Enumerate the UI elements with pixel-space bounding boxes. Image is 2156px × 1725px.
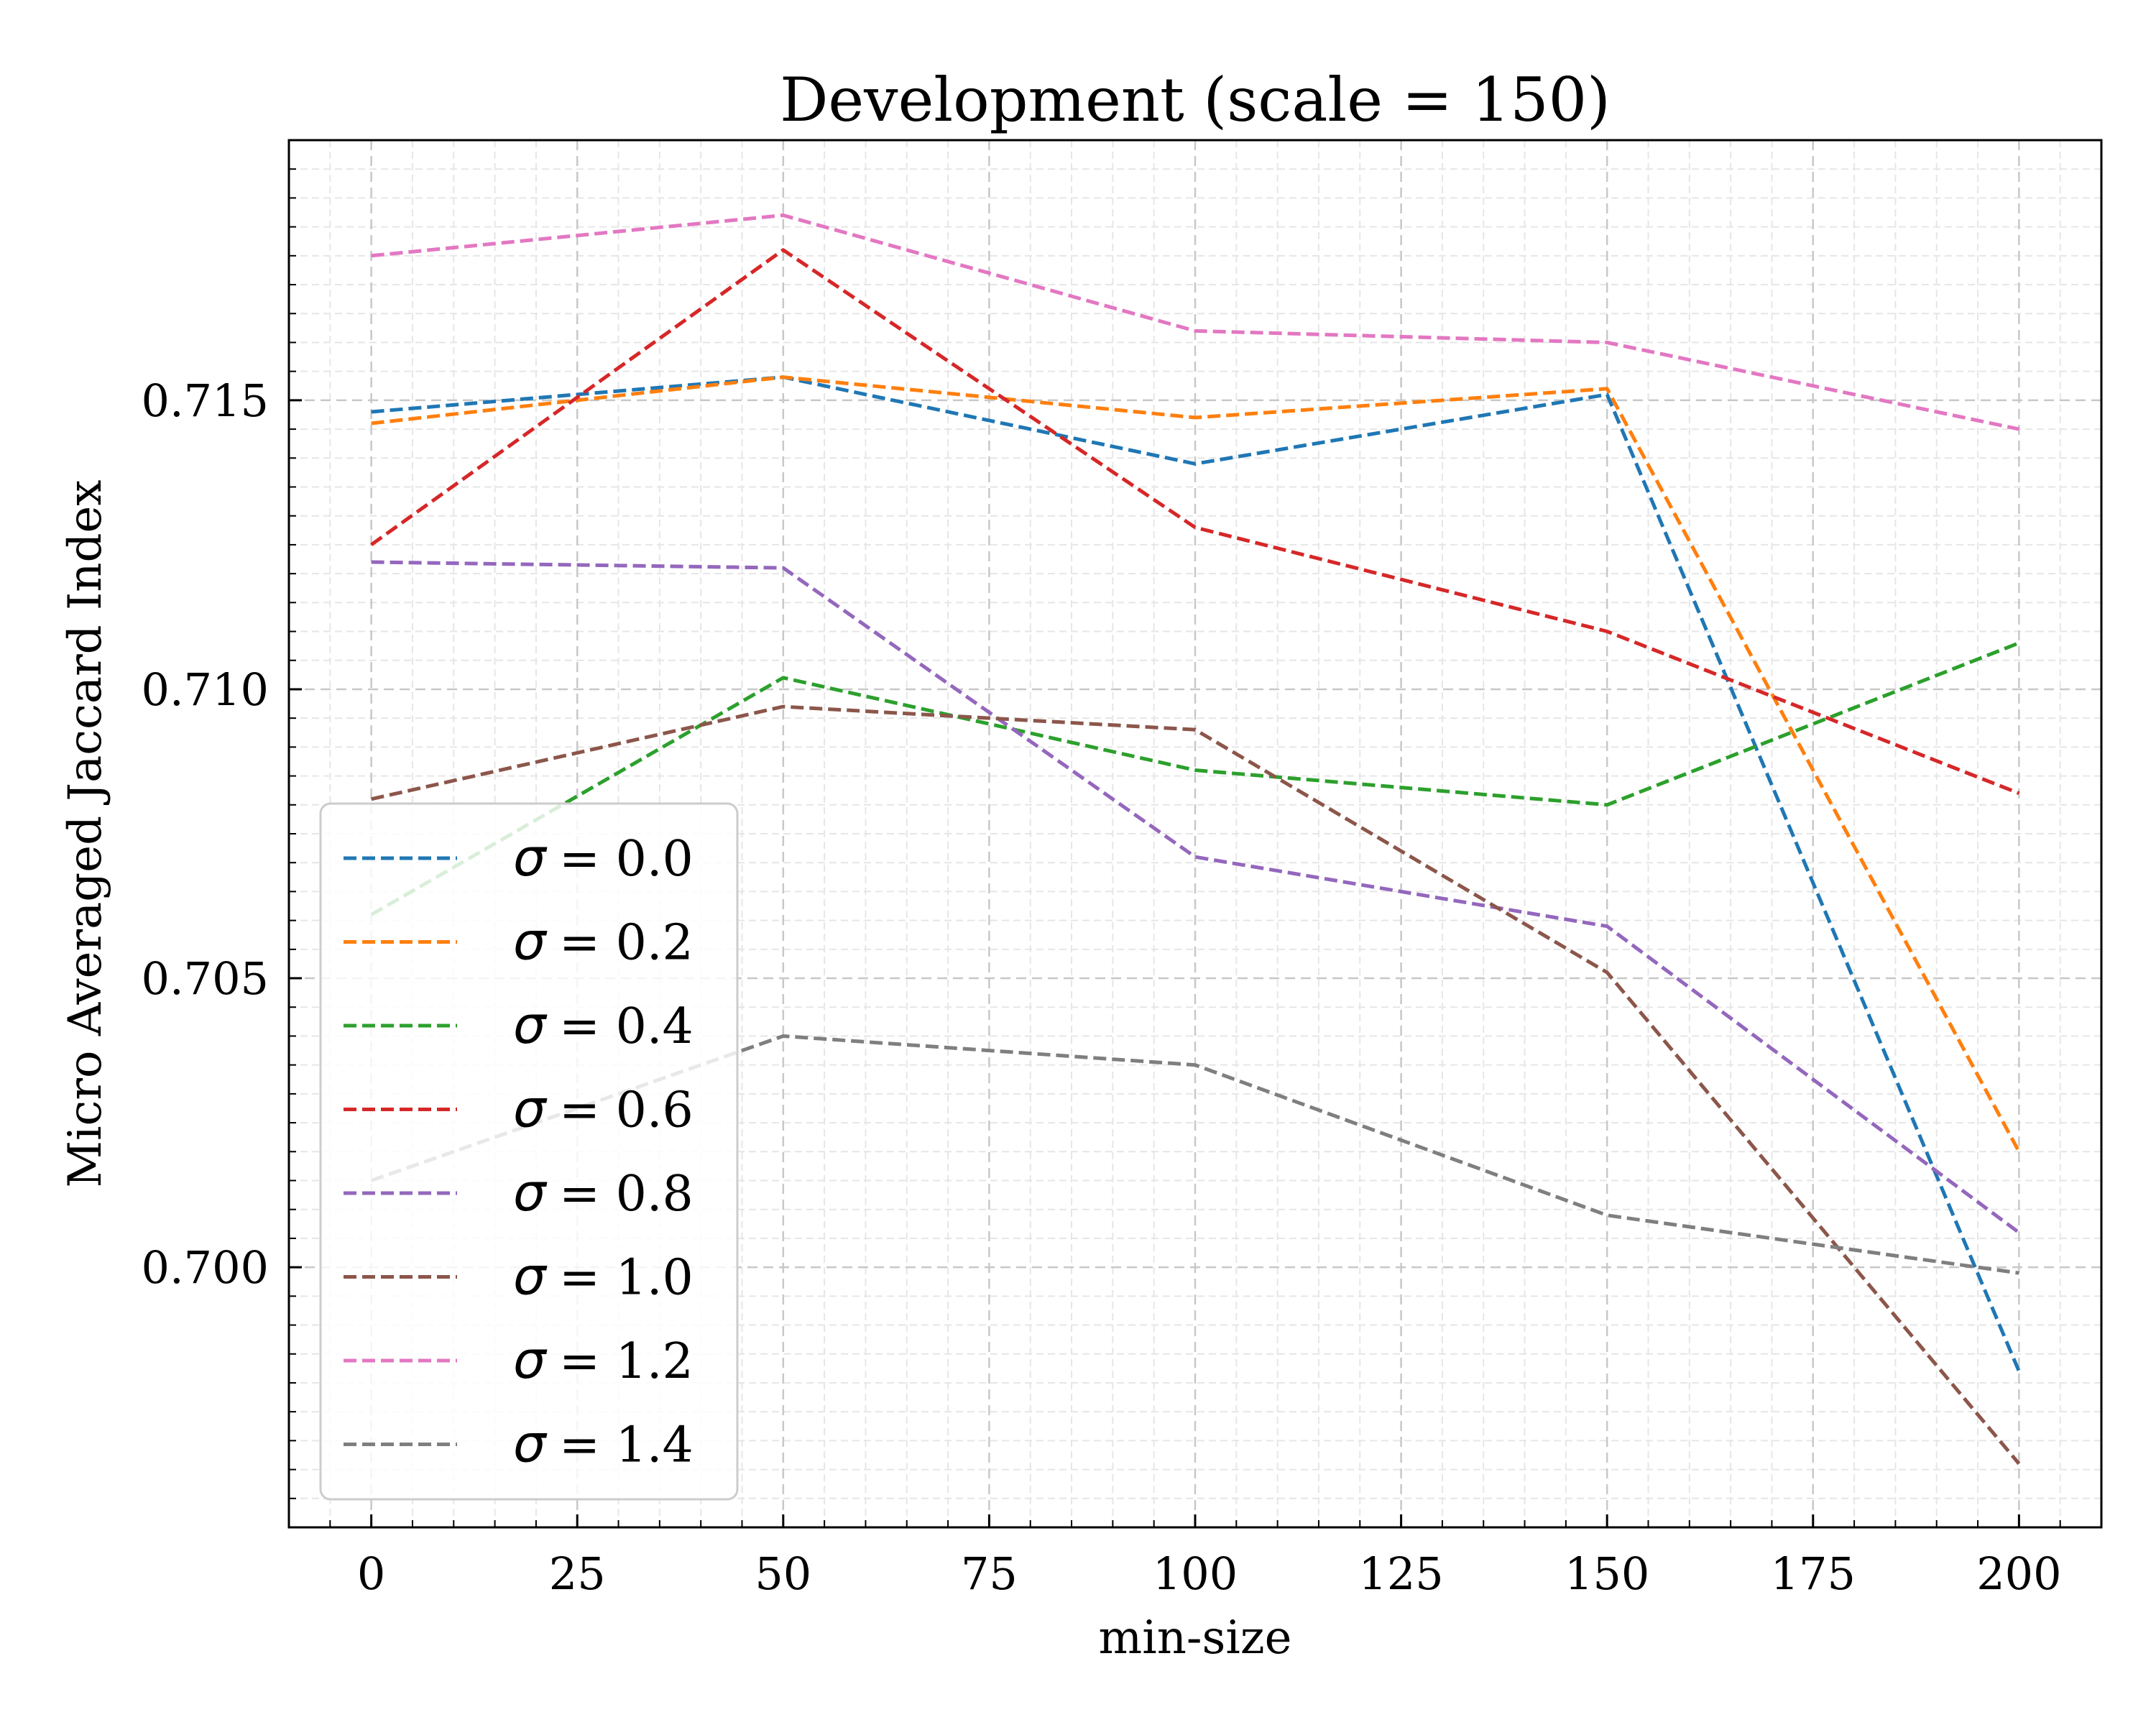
series-line-6 xyxy=(371,213,2019,431)
x-tick-label: 75 xyxy=(961,1547,1018,1600)
x-tick-label: 200 xyxy=(1976,1547,2061,1600)
legend-label: = 0.6 xyxy=(559,1082,694,1139)
legend-symbol: σ xyxy=(513,1246,548,1307)
legend-label: = 1.0 xyxy=(559,1250,694,1307)
legend-symbol: σ xyxy=(513,1330,548,1390)
legend-label: = 0.4 xyxy=(559,998,694,1055)
y-tick-label: 0.700 xyxy=(142,1241,270,1294)
series-line-5 xyxy=(371,704,2021,1466)
legend-box xyxy=(319,802,739,1501)
x-tick-label: 25 xyxy=(549,1547,606,1600)
x-axis-label: min-size xyxy=(1099,1611,1292,1665)
legend-label: = 1.4 xyxy=(559,1417,694,1474)
series-line-0 xyxy=(371,375,2021,1372)
y-tick-label: 0.705 xyxy=(142,952,270,1005)
series-line-3 xyxy=(370,248,2020,796)
legend: σ = 0.0σ = 0.2σ = 0.4σ = 0.6σ = 0.8σ = 1.0σ = 1… xyxy=(319,802,739,1501)
series-line-4 xyxy=(371,560,2020,1234)
legend-symbol: σ xyxy=(513,1162,548,1223)
x-tick-label: 175 xyxy=(1771,1547,1856,1600)
legend-symbol: σ xyxy=(513,1414,548,1474)
axis-ticks: 0 25 50 75 100 125 150 175 200 0.700 0.705 0.710 0.7… xyxy=(142,139,2062,1600)
y-tick-label: 0.710 xyxy=(142,663,270,716)
x-tick-label: 0 xyxy=(357,1547,385,1600)
x-tick-label: 100 xyxy=(1153,1547,1238,1600)
y-tick-label: 0.715 xyxy=(142,374,270,427)
legend-label: = 0.8 xyxy=(559,1166,694,1223)
legend-label: = 0.2 xyxy=(559,915,694,972)
legend-symbol: σ xyxy=(513,911,548,972)
legend-label: = 0.0 xyxy=(559,831,694,888)
x-tick-label: 50 xyxy=(755,1547,811,1600)
x-tick-label: 150 xyxy=(1565,1547,1649,1600)
legend-label: = 1.2 xyxy=(559,1333,694,1390)
series-lines xyxy=(370,213,2021,1466)
y-axis-label: Micro Averaged Jaccard Index xyxy=(59,480,112,1188)
series-line-1 xyxy=(371,375,2021,1153)
legend-symbol: σ xyxy=(513,1079,548,1139)
chart-title: Development (scale = 150) xyxy=(780,65,1611,135)
legend-symbol: σ xyxy=(513,995,548,1055)
x-tick-label: 125 xyxy=(1358,1547,1443,1600)
series-line-2 xyxy=(370,641,2020,916)
legend-symbol: σ xyxy=(513,827,548,888)
